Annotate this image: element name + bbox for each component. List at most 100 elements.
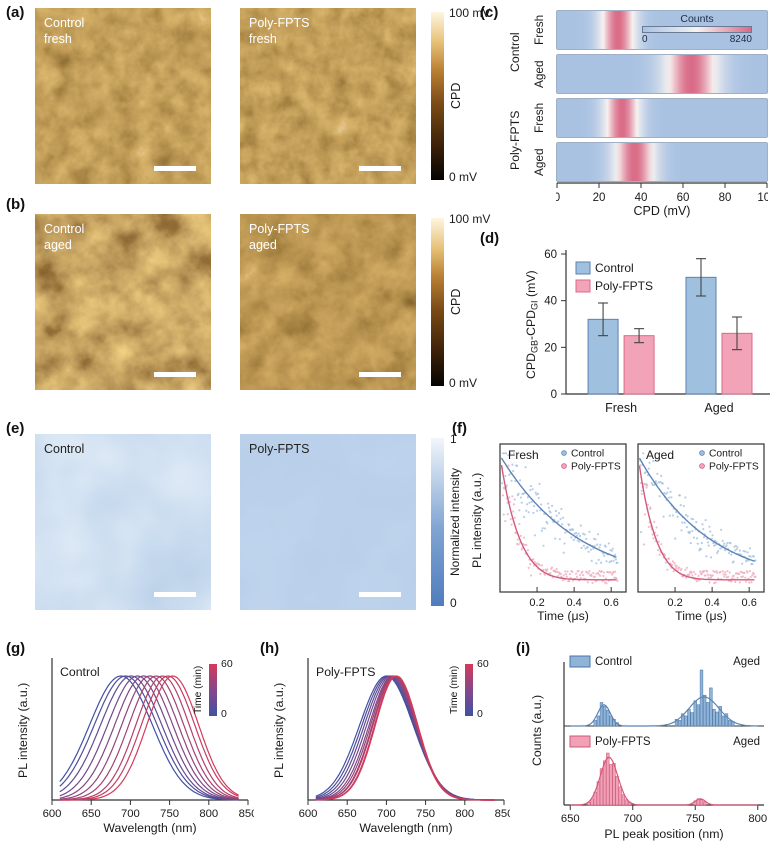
kpfm-map-control-aged: Control aged — [35, 214, 211, 390]
svg-text:20: 20 — [544, 342, 557, 354]
svg-text:40: 40 — [544, 296, 557, 308]
svg-text:600: 600 — [43, 808, 62, 820]
image-caption: Poly-FPTS — [249, 442, 310, 456]
cpd-histogram-strip-polyfpts-fresh — [556, 98, 768, 138]
image-caption: Control — [44, 442, 85, 456]
svg-text:Wavelength (nm): Wavelength (nm) — [103, 821, 196, 835]
svg-text:700: 700 — [121, 808, 140, 820]
panel-i-label: (i) — [516, 640, 531, 657]
image-caption: Poly-FPTS aged — [249, 222, 310, 253]
svg-text:Time (μs): Time (μs) — [537, 609, 589, 623]
strip-label-aged: Aged — [532, 148, 546, 176]
svg-text:Control: Control — [709, 449, 742, 460]
svg-text:Poly-FPTS: Poly-FPTS — [571, 462, 621, 473]
colorbar-min-label: 0 mV — [449, 376, 478, 390]
h-ylabel: PL intensity (a.u.) — [272, 682, 286, 778]
time-colorbar — [209, 664, 217, 716]
svg-text:0.4: 0.4 — [566, 597, 581, 609]
svg-text:800: 800 — [455, 808, 474, 820]
svg-text:100: 100 — [757, 192, 768, 204]
counts-colorbar — [642, 26, 752, 33]
svg-text:Control: Control — [571, 449, 604, 460]
bar-chart-cpd: 0 20 40 60 Fresh Aged Control Poly-FPTS — [544, 249, 770, 415]
panel-f-label: (f) — [452, 420, 467, 437]
kpfm-noise-image — [35, 8, 211, 184]
svg-text:Poly-FPTS: Poly-FPTS — [709, 462, 759, 473]
cpd-histogram-strip-polyfpts-aged — [556, 142, 768, 182]
svg-text:Fresh: Fresh — [605, 401, 637, 415]
time-colorbar-title: Time (min) — [449, 665, 460, 715]
colorbar-title: Normalized intensity — [448, 467, 462, 577]
scale-bar — [359, 166, 401, 171]
svg-text:650: 650 — [82, 808, 101, 820]
scale-bar — [359, 372, 401, 377]
panel-h-label: (h) — [260, 640, 280, 657]
svg-text:Time (μs): Time (μs) — [675, 609, 727, 623]
panel-d-label: (d) — [480, 230, 500, 247]
scale-bar — [154, 372, 196, 377]
cpd-histogram-strip-control-aged — [556, 54, 768, 94]
svg-text:0.6: 0.6 — [604, 597, 619, 609]
svg-text:0: 0 — [556, 192, 560, 204]
svg-text:Fresh: Fresh — [508, 448, 539, 462]
svg-text:700: 700 — [377, 808, 396, 820]
g-ylabel: PL intensity (a.u.) — [16, 682, 30, 778]
svg-text:20: 20 — [593, 192, 606, 204]
decay-plot-aged: 0.2 0.4 0.6 Aged Control Poly-FPTS Time (μs) — [637, 443, 765, 623]
cpd-colorbar — [431, 218, 444, 386]
svg-text:40: 40 — [635, 192, 648, 204]
image-caption: Control fresh — [44, 16, 85, 47]
svg-text:800: 800 — [199, 808, 218, 820]
colorbar-max-label: 1 — [450, 432, 457, 446]
time-max-label: 60 — [221, 658, 233, 670]
i-ylabel: Counts (a.u.) — [530, 694, 544, 766]
kpfm-map-polyfpts-fresh: Poly-FPTS fresh — [240, 8, 416, 184]
time-max-label: 60 — [477, 658, 489, 670]
pl-spectra-control: 600650700750800850ControlWavelength (nm) — [43, 658, 254, 835]
svg-text:Aged: Aged — [733, 736, 760, 748]
kpfm-noise-image — [240, 214, 416, 390]
svg-text:700: 700 — [623, 813, 642, 825]
strip-label-fresh: Fresh — [532, 102, 546, 134]
f-ylabel: PL intensity (a.u.) — [470, 472, 484, 568]
svg-text:60: 60 — [677, 192, 690, 204]
svg-text:Wavelength (nm): Wavelength (nm) — [359, 821, 452, 835]
colorbar-max-label: 100 mV — [449, 212, 491, 226]
decay-plot-fresh: 0.2 0.4 0.6 Fresh Control Poly-FPTS Time (μs) — [499, 443, 627, 623]
kpfm-map-polyfpts-aged: Poly-FPTS aged — [240, 214, 416, 390]
pl-map-polyfpts: Poly-FPTS — [240, 434, 416, 610]
c-xlabel: CPD (mV) — [633, 204, 691, 218]
scale-bar — [359, 592, 401, 597]
svg-text:Poly-FPTS: Poly-FPTS — [595, 736, 651, 748]
svg-text:Aged: Aged — [646, 448, 674, 462]
colorbar-max-label: 100 mV — [449, 6, 491, 20]
pl-map-control: Control — [35, 434, 211, 610]
peak-position-histogram: 650 700 750 800 Control Aged Poly-FPTS Aged PL p… — [561, 655, 767, 841]
svg-text:80: 80 — [719, 192, 732, 204]
time-colorbar-title: Time (min) — [193, 665, 204, 715]
svg-text:800: 800 — [748, 813, 767, 825]
svg-text:Poly-FPTS: Poly-FPTS — [316, 665, 375, 679]
svg-text:0.4: 0.4 — [704, 597, 719, 609]
svg-text:Control: Control — [595, 656, 632, 668]
counts-min: 0 — [642, 34, 648, 45]
colorbar-title: CPD — [449, 82, 463, 110]
panel-b-label: (b) — [6, 196, 26, 213]
svg-text:60: 60 — [544, 249, 557, 261]
svg-text:Control: Control — [595, 261, 634, 275]
svg-text:850: 850 — [239, 808, 254, 820]
svg-text:PL peak position (nm): PL peak position (nm) — [604, 827, 723, 841]
pl-map-image — [240, 434, 416, 610]
scale-bar — [154, 166, 196, 171]
group-label-control: Control — [508, 32, 522, 72]
svg-text:600: 600 — [299, 808, 318, 820]
time-min-label: 0 — [477, 708, 483, 720]
panel-g-label: (g) — [6, 640, 26, 657]
counts-legend: Counts 0 8240 — [642, 13, 752, 45]
svg-text:Aged: Aged — [733, 656, 760, 668]
colorbar-min-label: 0 mV — [449, 170, 478, 184]
panel-e-label: (e) — [6, 420, 25, 437]
intensity-colorbar — [431, 438, 444, 606]
